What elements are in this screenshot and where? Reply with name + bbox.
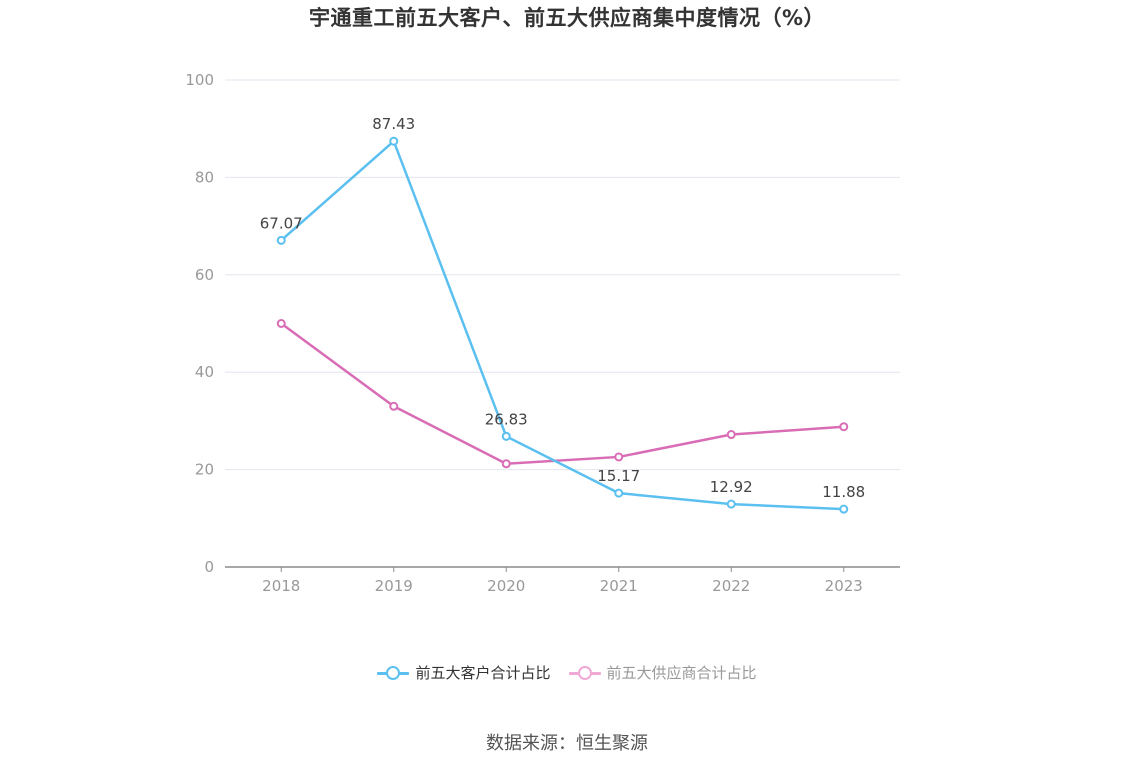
x-tick-label: 2022: [712, 577, 750, 595]
data-source: 数据来源：恒生聚源: [486, 733, 648, 754]
x-tick-label: 2018: [262, 577, 300, 595]
data-point: [726, 430, 736, 440]
legend-line-icon: [568, 665, 601, 681]
x-tick-label: 2019: [375, 577, 413, 595]
series-line: [280, 139, 844, 511]
grid-lines: [225, 79, 900, 471]
y-tick-label: 20: [195, 461, 214, 479]
data-point: [839, 504, 849, 514]
legend: 前五大客户合计占比 前五大供应商合计占比: [0, 662, 1134, 683]
data-point: [501, 459, 511, 469]
y-tick-label: 80: [195, 168, 214, 186]
legend-item-suppliers[interactable]: 前五大供应商合计占比: [568, 662, 757, 683]
y-tick-label: 60: [195, 266, 214, 284]
data-point: [614, 452, 624, 462]
y-axis-ticks: 0 20 40 60 80 100: [185, 71, 214, 576]
data-label: 15.17: [597, 467, 640, 485]
data-point: [614, 488, 624, 498]
chart-title: 宇通重工前五大客户、前五大供应商集中度情况（%）: [308, 6, 826, 30]
data-point: [501, 431, 511, 441]
legend-item-customers[interactable]: 前五大客户合计占比: [377, 662, 551, 683]
data-labels: 67.07 87.43 26.83 15.17 12.92 11.88: [260, 115, 865, 501]
data-label: 87.43: [372, 115, 415, 133]
x-tick-label: 2021: [600, 577, 638, 595]
data-point: [389, 136, 399, 146]
y-tick-label: 0: [204, 558, 214, 576]
series-line: [280, 322, 844, 466]
legend-label: 前五大供应商合计占比: [606, 664, 757, 682]
x-tick-label: 2023: [825, 577, 863, 595]
x-axis: 2018 2019 2020 2021 2022 2023: [225, 566, 900, 595]
data-point: [726, 499, 736, 509]
data-label: 67.07: [260, 214, 303, 232]
legend-label: 前五大客户合计占比: [415, 664, 551, 682]
legend-line-icon: [377, 665, 410, 681]
data-label: 26.83: [485, 410, 528, 428]
data-point: [389, 401, 399, 411]
series-layer: [276, 136, 849, 514]
data-point: [276, 319, 286, 328]
data-point: [276, 235, 286, 245]
data-label: 12.92: [710, 478, 753, 496]
y-tick-label: 100: [185, 71, 214, 89]
data-label: 11.88: [822, 483, 865, 501]
y-tick-label: 40: [195, 363, 214, 381]
x-tick-label: 2020: [487, 577, 525, 595]
data-point: [839, 422, 849, 432]
line-chart: 0 20 40 60 80 100 2018 2019 2020 2021 2022 2023 67…: [185, 71, 900, 595]
